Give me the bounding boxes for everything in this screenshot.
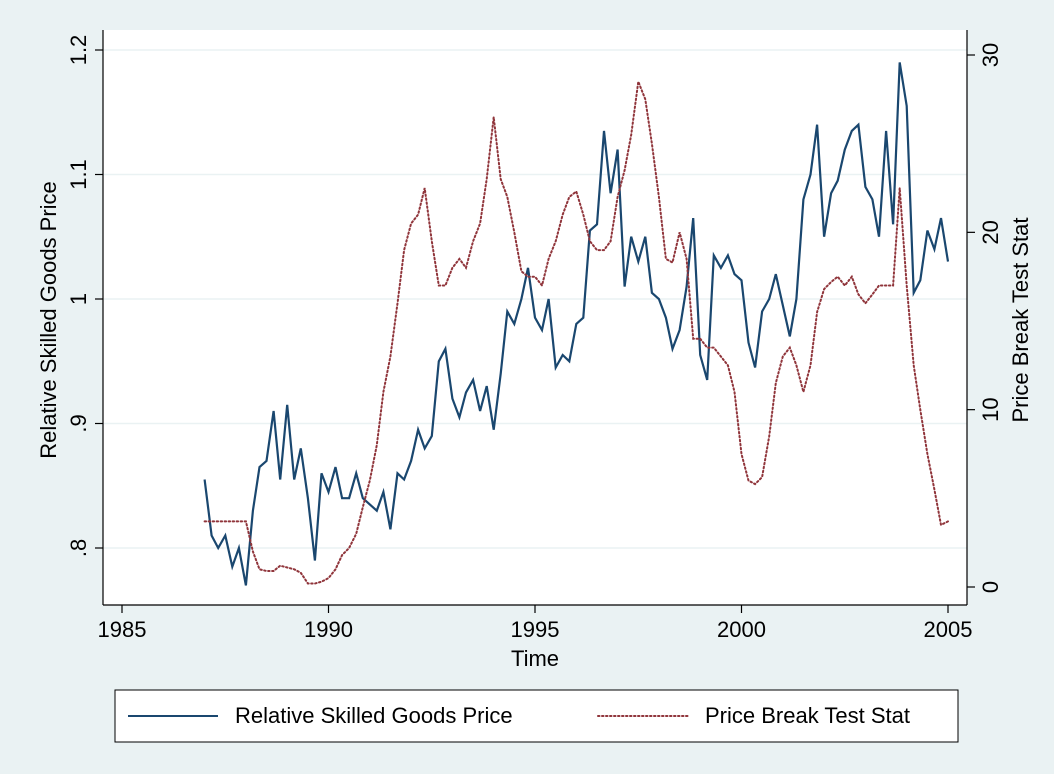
y2-axis-title: Price Break Test Stat xyxy=(1008,217,1033,422)
y-axis-title: Relative Skilled Goods Price xyxy=(36,181,61,459)
y-tick-label: 1.1 xyxy=(66,159,91,190)
data-line xyxy=(203,62,950,586)
x-tick-label: 1990 xyxy=(304,617,353,642)
legend-label: Price Break Test Stat xyxy=(705,703,910,728)
y2-tick-label: 10 xyxy=(978,397,1003,421)
y-tick-label: .8 xyxy=(66,539,91,557)
legend-box xyxy=(114,689,959,743)
y-tick-label: 1.2 xyxy=(66,35,91,66)
x-axis-title: Time xyxy=(511,646,559,671)
x-tick-label: 1995 xyxy=(511,617,560,642)
data-line xyxy=(203,77,949,585)
legend-label: Relative Skilled Goods Price xyxy=(235,703,513,728)
y2-tick-label: 30 xyxy=(978,43,1003,67)
x-tick-label: 1985 xyxy=(98,617,147,642)
y-tick-label: 1 xyxy=(66,293,91,305)
x-tick-label: 2005 xyxy=(924,617,973,642)
y2-tick-label: 20 xyxy=(978,220,1003,244)
x-tick-label: 2000 xyxy=(717,617,766,642)
y2-tick-label: 0 xyxy=(978,581,1003,593)
y-tick-label: .9 xyxy=(66,414,91,432)
